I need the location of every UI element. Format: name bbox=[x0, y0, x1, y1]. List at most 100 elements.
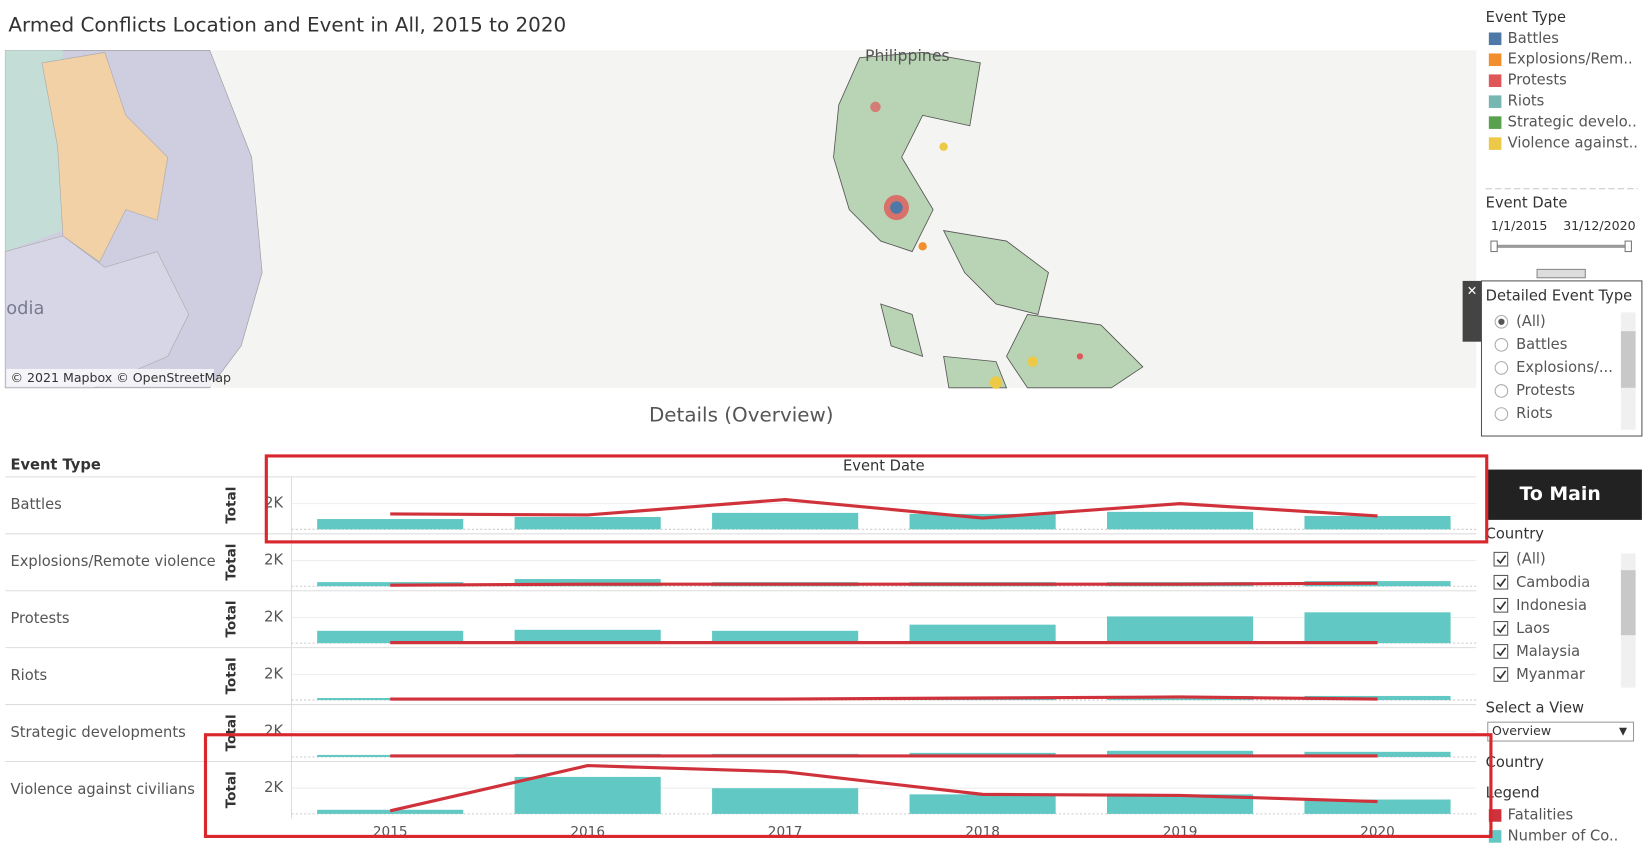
radio-dot[interactable] bbox=[1498, 318, 1505, 325]
y-tick-label: 2K bbox=[264, 665, 283, 682]
map-region bbox=[4, 235, 190, 389]
row-label: Violence against civilians bbox=[10, 781, 194, 798]
radio[interactable] bbox=[1494, 407, 1509, 421]
button-label[interactable]: To Main bbox=[1519, 483, 1600, 505]
checkmark[interactable] bbox=[1496, 624, 1507, 634]
checkmark[interactable] bbox=[1496, 578, 1507, 588]
line bbox=[390, 497, 1378, 520]
row-label: Explosions/Remote violence bbox=[10, 553, 215, 570]
checkbox[interactable] bbox=[1493, 551, 1509, 567]
dropdown-value[interactable]: Overview bbox=[1492, 723, 1551, 738]
legend-swatch bbox=[1488, 53, 1502, 67]
row-label: Strategic developments bbox=[10, 724, 185, 741]
legend-label: Explosions/Rem.. bbox=[1508, 51, 1633, 68]
to-main-button[interactable] bbox=[1487, 469, 1642, 520]
filter-title: Select a View bbox=[1486, 700, 1584, 717]
checkmark[interactable] bbox=[1496, 601, 1507, 611]
checkbox-label[interactable]: Myanmar bbox=[1516, 666, 1586, 683]
checkmark[interactable] bbox=[1496, 670, 1507, 680]
checkmark[interactable] bbox=[1496, 555, 1507, 565]
bar bbox=[1106, 616, 1254, 644]
map-island bbox=[942, 230, 1049, 315]
checkbox[interactable] bbox=[1493, 644, 1509, 659]
checkmark[interactable] bbox=[1496, 647, 1507, 657]
grip[interactable] bbox=[1536, 268, 1586, 279]
axis-label: Total bbox=[224, 657, 240, 694]
bar bbox=[909, 794, 1056, 814]
date-end: 31/12/2020 bbox=[1563, 218, 1635, 233]
date-slider-handle[interactable] bbox=[1490, 240, 1498, 253]
map-point bbox=[1027, 356, 1038, 367]
radio-label[interactable]: (All) bbox=[1516, 313, 1546, 330]
date-slider-handle[interactable] bbox=[1624, 240, 1632, 253]
legend-label: Number of Co.. bbox=[1508, 827, 1619, 844]
axis-label: Total bbox=[224, 771, 240, 808]
legend-label: Fatalities bbox=[1508, 806, 1573, 823]
toolbar-icon[interactable]: ✕ bbox=[1467, 283, 1478, 298]
dropdown-arrow[interactable]: ▼ bbox=[1619, 726, 1628, 738]
legend-swatch bbox=[1488, 95, 1502, 108]
bar bbox=[1106, 511, 1254, 530]
scrollbar-thumb[interactable] bbox=[1620, 570, 1636, 636]
checkbox-label[interactable]: Malaysia bbox=[1516, 643, 1580, 660]
bar bbox=[514, 629, 661, 644]
filter-title: Country bbox=[1486, 526, 1545, 543]
checkbox[interactable] bbox=[1493, 574, 1509, 590]
dashboard-title: Armed Conflicts Location and Event in Al… bbox=[8, 14, 566, 37]
line bbox=[389, 764, 1378, 813]
checkbox[interactable] bbox=[1493, 667, 1509, 682]
radio-label[interactable]: Protests bbox=[1516, 382, 1575, 399]
attribution-bg bbox=[6, 368, 214, 387]
map-island bbox=[1006, 313, 1144, 389]
legend-label: Battles bbox=[1508, 30, 1559, 47]
radio-label[interactable]: Explosions/... bbox=[1516, 359, 1613, 376]
checkbox-label[interactable]: (All) bbox=[1516, 551, 1546, 568]
checkbox-label[interactable]: Laos bbox=[1516, 620, 1550, 637]
filter-title: Detailed Event Type bbox=[1486, 288, 1632, 305]
checkbox-label[interactable]: Indonesia bbox=[1516, 597, 1587, 614]
bar bbox=[909, 513, 1056, 530]
bar bbox=[514, 776, 661, 814]
map-region bbox=[5, 50, 63, 252]
checkbox-label[interactable]: Cambodia bbox=[1516, 574, 1590, 591]
bar bbox=[712, 630, 859, 644]
legend-swatch bbox=[1488, 74, 1502, 87]
checkbox[interactable] bbox=[1493, 621, 1509, 636]
view-dropdown[interactable] bbox=[1487, 721, 1635, 742]
map: Philippines odia © 2021 Mapbox © OpenStr… bbox=[4, 46, 1477, 389]
map-point bbox=[870, 101, 881, 113]
radio[interactable] bbox=[1494, 361, 1509, 375]
line bbox=[390, 695, 1378, 701]
date-start: 1/1/2015 bbox=[1491, 218, 1547, 233]
legend-swatch bbox=[1488, 116, 1502, 129]
map-point bbox=[918, 242, 927, 251]
row-header: Event Type bbox=[10, 456, 100, 473]
y-tick-label: 2K bbox=[264, 552, 283, 569]
legend-swatch bbox=[1488, 137, 1502, 150]
radio[interactable] bbox=[1494, 384, 1509, 398]
bar bbox=[1106, 750, 1254, 757]
axis-label: Total bbox=[224, 600, 240, 637]
radio-label[interactable]: Riots bbox=[1516, 405, 1553, 422]
bar bbox=[1304, 515, 1451, 530]
scrollbar-thumb[interactable] bbox=[1620, 331, 1636, 388]
map-point bbox=[890, 201, 903, 214]
legend-title: Event Type bbox=[1486, 9, 1566, 26]
radio[interactable] bbox=[1494, 338, 1509, 352]
bar bbox=[712, 512, 859, 530]
highlight-box bbox=[203, 733, 1493, 838]
y-tick-label: 2K bbox=[264, 495, 283, 512]
radio-label[interactable]: Battles bbox=[1516, 336, 1567, 353]
checkbox[interactable] bbox=[1493, 597, 1509, 613]
legend-label: Protests bbox=[1508, 72, 1567, 89]
chart-title: Details (Overview) bbox=[649, 404, 834, 427]
axis-label: Total bbox=[224, 714, 240, 751]
map-attribution: © 2021 Mapbox © OpenStreetMap bbox=[10, 370, 231, 385]
bar bbox=[1304, 751, 1451, 757]
legend-label: Riots bbox=[1508, 93, 1545, 110]
column-header: Event Date bbox=[843, 457, 925, 474]
bar bbox=[317, 519, 464, 530]
toolbar[interactable] bbox=[1462, 280, 1482, 342]
